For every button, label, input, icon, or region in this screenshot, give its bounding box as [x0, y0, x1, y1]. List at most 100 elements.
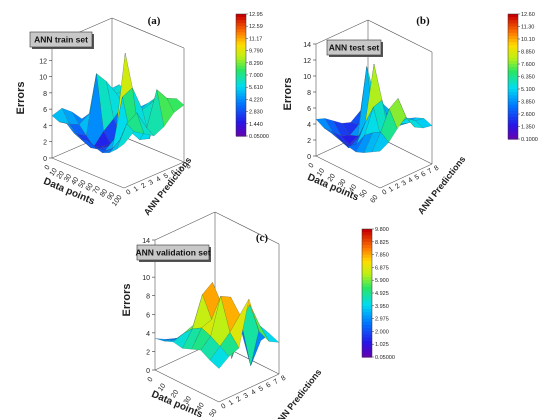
x-tick-label: 40	[70, 176, 80, 186]
colorbar-segment	[362, 241, 372, 246]
colorbar-segment	[362, 277, 372, 281]
y-tick-label: 1	[228, 399, 235, 407]
colorbar-segment	[236, 102, 246, 107]
x-axis-line	[154, 369, 220, 403]
colorbar-segment	[508, 20, 518, 24]
z-tick-label: 12	[39, 58, 47, 65]
colorbar-tick-label: 7.000	[249, 73, 263, 79]
y-tick-label: 2	[394, 183, 401, 191]
colorbar-tick-label: 4.925	[375, 291, 389, 297]
colorbar-segment	[508, 26, 518, 31]
surface-mesh	[51, 53, 185, 154]
colorbar-segment	[508, 64, 518, 68]
colorbar-segment	[362, 264, 372, 268]
z-tick-label: 2	[146, 349, 150, 356]
colorbar-segment	[508, 92, 518, 96]
y-tick-label: 6	[265, 382, 272, 390]
z-tick-label: 10	[142, 275, 150, 282]
colorbar: 9.800 8.825 7.850 6.875 5.900 4.925 3.950 2.975…	[361, 227, 395, 361]
colorbar-segment	[362, 251, 372, 256]
colorbar-segment	[508, 45, 518, 49]
chart-title: ANN validation set	[135, 248, 210, 258]
chart-title: ANN test set	[329, 43, 380, 53]
x-tick-label: 50	[77, 179, 87, 189]
y-axis-line	[379, 163, 433, 189]
colorbar-segment	[236, 47, 246, 52]
x-tick-label: 80	[99, 188, 109, 198]
colorbar-tick-label: 2.830	[249, 110, 263, 116]
top-edge-line	[154, 211, 216, 241]
colorbar-tick-label: 11.30	[521, 25, 534, 31]
surface-panel-3: 0246810121401020304050012345678ErrorsDat…	[121, 211, 395, 419]
colorbar-tick-label: 3.850	[521, 100, 535, 106]
x-tick-label: 0	[44, 164, 52, 171]
x-axis-line	[51, 157, 125, 189]
z-tick-label: 10	[39, 75, 47, 82]
colorbar-segment	[236, 84, 246, 88]
colorbar-tick-label: 5.610	[249, 85, 263, 91]
colorbar-segment	[508, 101, 518, 106]
colorbar-segment	[362, 347, 372, 352]
colorbar-tick-label: 0.05000	[249, 134, 269, 140]
colorbar-segment	[362, 232, 372, 236]
z-tick-label: 8	[146, 294, 150, 301]
x-tick-label: 90	[106, 191, 116, 201]
colorbar-segment	[362, 312, 372, 316]
colorbar-segment	[362, 315, 372, 320]
colorbar-segment	[362, 289, 372, 294]
surface-cell	[126, 112, 145, 134]
y-tick-label: 4	[250, 389, 257, 397]
colorbar-segment	[362, 254, 372, 259]
colorbar-segment	[362, 261, 372, 265]
colorbar-segment	[362, 350, 372, 355]
surface-mesh	[315, 63, 433, 154]
colorbar-tick-label: 7.850	[375, 253, 389, 259]
colorbar-tick-label: 2.000	[375, 329, 389, 335]
colorbar-segment	[508, 82, 518, 87]
panel-label: (a)	[148, 15, 161, 27]
colorbar-segment	[362, 299, 372, 304]
colorbar-segment	[362, 334, 372, 339]
colorbar-segment	[236, 41, 246, 46]
surface-cell	[389, 98, 407, 130]
top-edge-line	[111, 17, 185, 49]
y-axis-label: ANN Predictions	[272, 367, 324, 419]
colorbar-segment	[362, 283, 372, 288]
y-tick-label: 6	[420, 171, 427, 179]
colorbar-tick-label: 1.025	[375, 342, 389, 348]
colorbar-tick-label: 2.600	[521, 112, 535, 118]
colorbar-segment	[236, 23, 246, 27]
title-box	[136, 244, 210, 261]
colorbar-segment	[362, 238, 372, 243]
z-tick-label: 4	[43, 123, 47, 130]
colorbar-segment	[508, 76, 518, 81]
colorbar-tick-label: 8.290	[249, 61, 263, 67]
x-tick-label: 0	[308, 162, 316, 169]
y-tick-label: 7	[178, 166, 185, 174]
colorbar-segment	[236, 111, 246, 116]
y-tick-label: 3	[401, 180, 408, 188]
colorbar-tick-label: 12.59	[249, 24, 263, 30]
y-axis-line	[218, 373, 280, 403]
x-tick-label: 0	[147, 376, 155, 383]
surface-cell	[397, 98, 415, 128]
colorbar-tick-label: 0.1000	[521, 137, 538, 143]
y-tick-label: 3	[243, 392, 250, 400]
y-tick-label: 5	[163, 172, 170, 180]
colorbar-tick-label: 8.825	[375, 240, 389, 246]
colorbar-segment	[362, 280, 372, 284]
colorbar-segment	[362, 273, 372, 278]
colorbar-segment	[236, 129, 246, 134]
colorbar-segment	[362, 293, 372, 297]
colorbar-segment	[362, 309, 372, 313]
colorbar-segment	[362, 325, 372, 329]
x-tick-label: 60	[369, 194, 379, 204]
surface-cell	[371, 131, 389, 153]
colorbar: 12.60 11.30 10.10 8.850 7.600 6.350 5.100 3.850…	[507, 12, 538, 143]
colorbar-segment	[508, 39, 518, 43]
colorbar-segment	[508, 98, 518, 103]
y-tick-label: 0	[381, 189, 388, 197]
colorbar-segment	[508, 123, 518, 128]
y-axis-label: ANN Predictions	[416, 154, 468, 216]
colorbar-segment	[362, 257, 372, 262]
